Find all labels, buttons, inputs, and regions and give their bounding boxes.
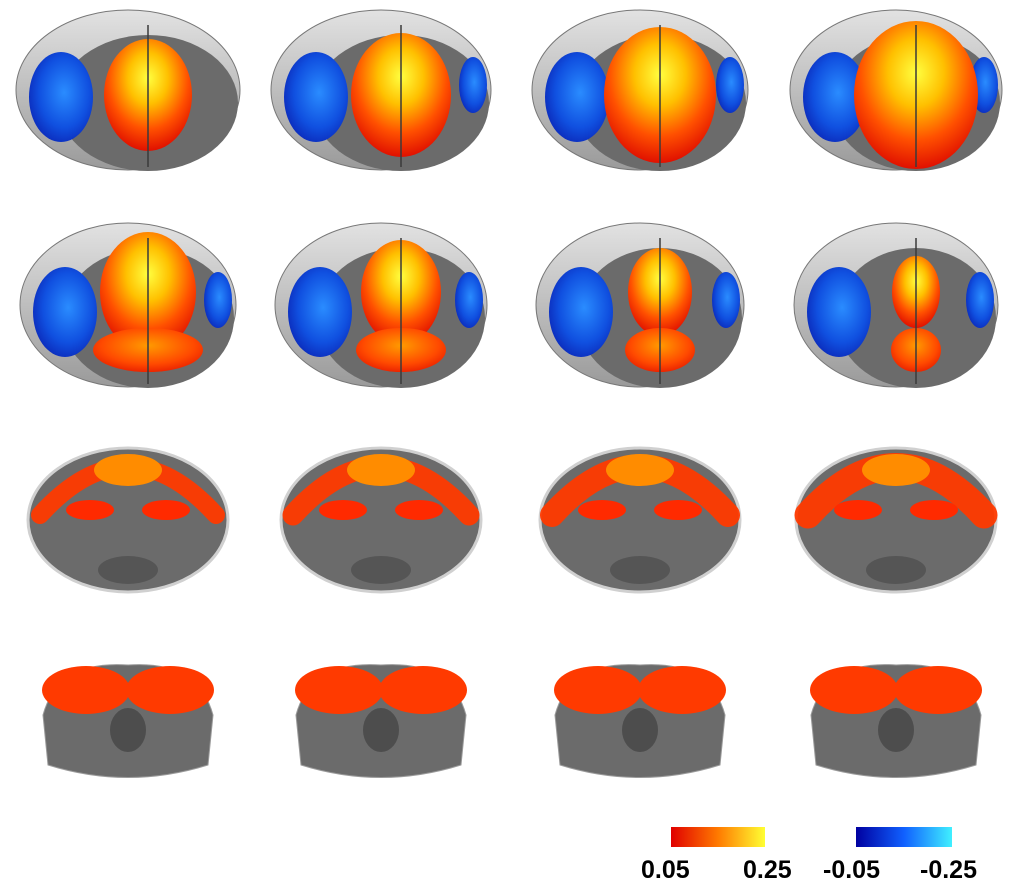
brain-slice-panel xyxy=(274,222,488,388)
brain-slice-panel xyxy=(794,446,998,594)
brain-slice-panel xyxy=(19,222,237,388)
brain-slice-panel xyxy=(554,664,726,778)
colorbar-positive-min-label: 0.05 xyxy=(641,856,690,884)
colorbar-negative-min-label: -0.05 xyxy=(823,856,880,884)
brain-slice-panel xyxy=(295,664,467,778)
brain-slice-panel xyxy=(810,664,982,778)
brain-slice-panel xyxy=(531,9,749,171)
brain-slice-panel xyxy=(789,9,1003,171)
brain-slice-panel xyxy=(270,9,492,171)
brain-slice-panel xyxy=(279,446,483,594)
brain-slice-panel xyxy=(538,446,742,594)
colorbar-positive xyxy=(671,827,765,847)
brain-slice-panel xyxy=(535,222,745,388)
brain-slice-panel xyxy=(15,9,241,171)
colorbar-negative xyxy=(856,827,952,847)
brain-slice-panel xyxy=(793,222,999,388)
brain-slice-panel xyxy=(26,446,230,594)
colorbar-negative-max-label: -0.25 xyxy=(920,856,977,884)
colorbar-positive-max-label: 0.25 xyxy=(743,856,792,884)
brain-slice-panel xyxy=(42,664,214,778)
